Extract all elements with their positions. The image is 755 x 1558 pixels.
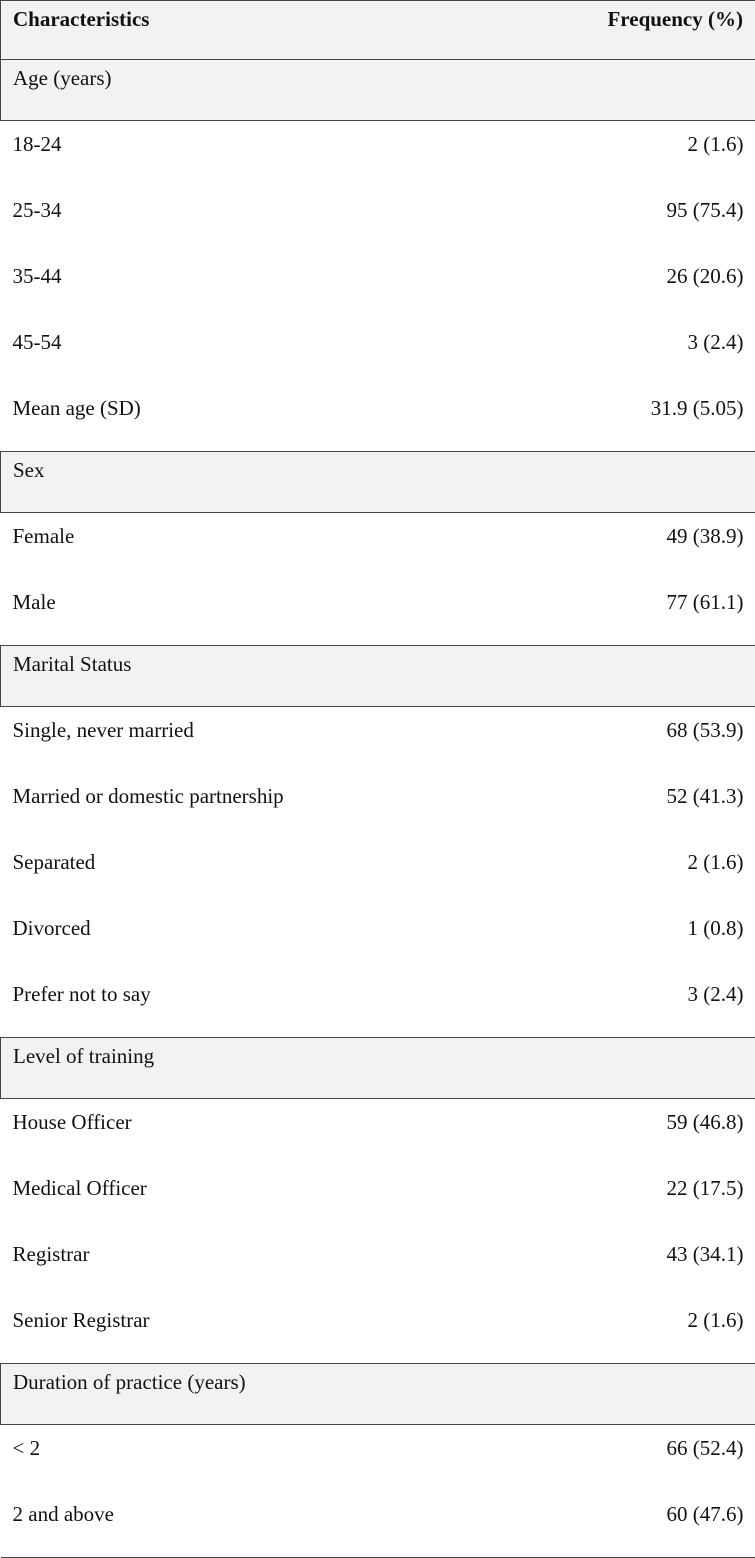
row-label: 45-54 bbox=[1, 319, 481, 385]
row-frequency: 26 (20.6) bbox=[481, 253, 755, 319]
table-row: Mean age (SD)31.9 (5.05) bbox=[1, 385, 755, 452]
row-frequency: 68 (53.9) bbox=[481, 707, 755, 774]
row-frequency: 31.9 (5.05) bbox=[481, 385, 755, 452]
section-blank-cell bbox=[481, 646, 755, 707]
row-label: Divorced bbox=[1, 905, 481, 971]
section-header-row: Sex bbox=[1, 452, 755, 513]
row-label: Male bbox=[1, 579, 481, 646]
row-label: 35-44 bbox=[1, 253, 481, 319]
header-characteristics: Characteristics bbox=[1, 1, 481, 60]
section-blank-cell bbox=[481, 60, 755, 121]
row-frequency: 43 (34.1) bbox=[481, 1231, 755, 1297]
section-blank-cell bbox=[481, 1038, 755, 1099]
row-label: 2 and above bbox=[1, 1491, 481, 1558]
row-frequency: 22 (17.5) bbox=[481, 1165, 755, 1231]
row-label: Single, never married bbox=[1, 707, 481, 774]
row-frequency: 1 (0.8) bbox=[481, 905, 755, 971]
section-header-row: Marital Status bbox=[1, 646, 755, 707]
row-frequency: 66 (52.4) bbox=[481, 1425, 755, 1492]
row-label: 25-34 bbox=[1, 187, 481, 253]
row-label: Female bbox=[1, 513, 481, 580]
row-frequency: 2 (1.6) bbox=[481, 121, 755, 188]
section-title: Age (years) bbox=[1, 60, 481, 121]
section-header-row: Duration of practice (years) bbox=[1, 1364, 755, 1425]
row-frequency: 49 (38.9) bbox=[481, 513, 755, 580]
section-blank-cell bbox=[481, 1364, 755, 1425]
section-title: Level of training bbox=[1, 1038, 481, 1099]
section-header-row: Age (years) bbox=[1, 60, 755, 121]
row-frequency: 59 (46.8) bbox=[481, 1099, 755, 1166]
section-header-row: Level of training bbox=[1, 1038, 755, 1099]
row-label: Medical Officer bbox=[1, 1165, 481, 1231]
row-label: Registrar bbox=[1, 1231, 481, 1297]
row-frequency: 52 (41.3) bbox=[481, 773, 755, 839]
row-label: 18-24 bbox=[1, 121, 481, 188]
row-label: < 2 bbox=[1, 1425, 481, 1492]
row-frequency: 77 (61.1) bbox=[481, 579, 755, 646]
section-title: Sex bbox=[1, 452, 481, 513]
row-frequency: 95 (75.4) bbox=[481, 187, 755, 253]
row-label: House Officer bbox=[1, 1099, 481, 1166]
row-frequency: 3 (2.4) bbox=[481, 319, 755, 385]
header-frequency: Frequency (%) bbox=[481, 1, 755, 60]
row-frequency: 3 (2.4) bbox=[481, 971, 755, 1038]
row-frequency: 2 (1.6) bbox=[481, 839, 755, 905]
row-label: Mean age (SD) bbox=[1, 385, 481, 452]
row-label: Separated bbox=[1, 839, 481, 905]
row-label: Prefer not to say bbox=[1, 971, 481, 1038]
row-frequency: 60 (47.6) bbox=[481, 1491, 755, 1558]
row-label: Married or domestic partnership bbox=[1, 773, 481, 839]
section-title: Marital Status bbox=[1, 646, 481, 707]
row-frequency: 2 (1.6) bbox=[481, 1297, 755, 1364]
section-title: Duration of practice (years) bbox=[1, 1364, 481, 1425]
section-blank-cell bbox=[481, 452, 755, 513]
table-header-row: Characteristics Frequency (%) bbox=[1, 1, 755, 60]
row-label: Senior Registrar bbox=[1, 1297, 481, 1364]
